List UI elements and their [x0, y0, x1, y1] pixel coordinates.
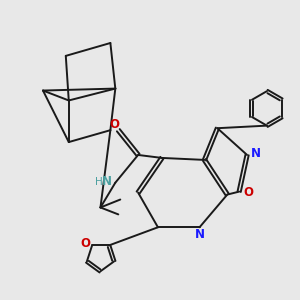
Text: N: N [195, 228, 205, 241]
Text: O: O [244, 186, 254, 199]
Text: N: N [250, 147, 260, 160]
Text: O: O [110, 118, 120, 131]
Text: H: H [95, 177, 103, 187]
Text: N: N [102, 175, 112, 188]
Text: O: O [80, 238, 91, 250]
